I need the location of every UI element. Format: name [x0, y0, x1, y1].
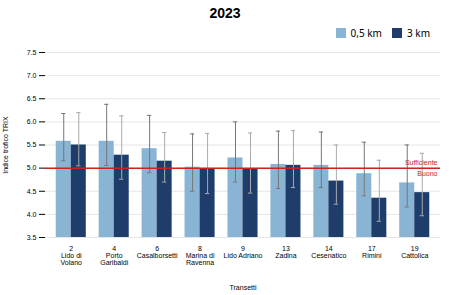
- svg-text:Indice trofico TRIX: Indice trofico TRIX: [2, 116, 9, 174]
- svg-text:7.5: 7.5: [27, 49, 37, 56]
- svg-text:8Marina diRavenna: 8Marina diRavenna: [186, 245, 215, 266]
- svg-text:17Rimini: 17Rimini: [362, 245, 382, 259]
- svg-text:7.0: 7.0: [27, 72, 37, 79]
- svg-text:4PortoGaribaldi: 4PortoGaribaldi: [100, 245, 128, 266]
- html-text:0,5 km: 0,5 km: [350, 26, 382, 40]
- svg-text:14Cesenatico: 14Cesenatico: [311, 245, 346, 259]
- svg-text:2Lido diVolano: 2Lido diVolano: [61, 245, 83, 266]
- svg-text:Buono: Buono: [417, 170, 437, 177]
- svg-text:4.0: 4.0: [27, 211, 37, 218]
- svg-text:6.5: 6.5: [27, 95, 37, 102]
- html-text:2023: 2023: [209, 5, 241, 21]
- svg-text:13Zadina: 13Zadina: [275, 245, 297, 259]
- svg-text:Sufficiente: Sufficiente: [405, 159, 438, 166]
- svg-text:9Lido Adriano: 9Lido Adriano: [224, 245, 263, 259]
- svg-text:5.5: 5.5: [27, 141, 37, 148]
- svg-text:19Cattolica: 19Cattolica: [401, 245, 428, 259]
- svg-text:3.5: 3.5: [27, 234, 37, 241]
- svg-text:6.0: 6.0: [27, 118, 37, 125]
- svg-text:4.5: 4.5: [27, 187, 37, 194]
- html-text:3 km: 3 km: [407, 26, 430, 40]
- svg-text:Transetti: Transetti: [230, 284, 257, 291]
- svg-text:5.0: 5.0: [27, 164, 37, 171]
- svg-text:6Casalborsetti: 6Casalborsetti: [137, 245, 178, 259]
